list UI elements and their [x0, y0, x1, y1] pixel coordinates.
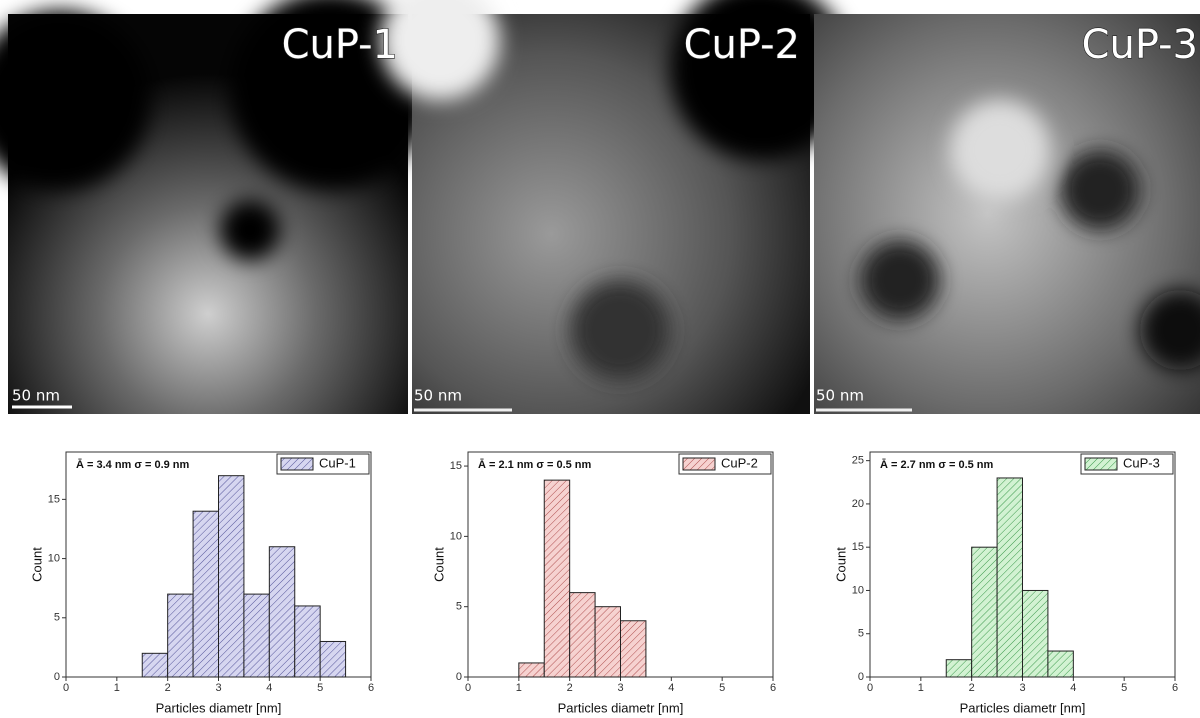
legend-swatch	[683, 458, 715, 470]
x-tick-label: 0	[465, 682, 471, 694]
y-axis-label: Count	[29, 547, 44, 582]
bar	[219, 476, 244, 677]
bar	[269, 547, 294, 677]
image-label: CuP-2	[684, 22, 800, 68]
y-tick-label: 15	[48, 493, 60, 505]
bar	[997, 478, 1022, 677]
y-tick-label: 0	[54, 671, 60, 683]
x-tick-label: 6	[770, 682, 776, 694]
image-label: CuP-3	[1082, 22, 1198, 68]
x-tick-label: 0	[63, 682, 69, 694]
y-axis-label: Count	[431, 547, 446, 582]
y-tick-label: 10	[450, 530, 462, 542]
bar	[595, 607, 620, 677]
y-tick-label: 5	[456, 601, 462, 613]
x-tick-label: 0	[867, 682, 873, 694]
x-tick-label: 6	[1172, 682, 1178, 694]
bar	[193, 511, 218, 677]
bar	[972, 547, 997, 677]
annotation: Ā = 3.4 nm σ = 0.9 nm	[76, 459, 190, 471]
x-tick-label: 3	[1019, 682, 1025, 694]
bar	[946, 660, 971, 677]
bar	[320, 641, 345, 677]
y-axis-label: Count	[833, 547, 848, 582]
x-tick-label: 4	[266, 682, 272, 694]
legend-label: CuP-3	[1123, 455, 1160, 470]
image-label: CuP-1	[282, 22, 398, 68]
x-axis-label: Particles diametr [nm]	[558, 700, 684, 715]
bar	[544, 480, 569, 677]
scale-bar-label: 50 nm	[414, 387, 462, 405]
bar	[244, 594, 269, 677]
x-tick-label: 1	[918, 682, 924, 694]
bar	[519, 663, 544, 677]
x-tick-label: 2	[165, 682, 171, 694]
y-tick-label: 10	[852, 584, 864, 596]
scale-bar-label: 50 nm	[816, 387, 864, 405]
bar	[570, 593, 595, 677]
x-tick-label: 5	[719, 682, 725, 694]
annotation: Ā = 2.7 nm σ = 0.5 nm	[880, 459, 994, 471]
scale-bar-label: 50 nm	[12, 387, 60, 405]
y-tick-label: 10	[48, 552, 60, 564]
y-tick-label: 15	[450, 460, 462, 472]
bar	[1023, 590, 1048, 677]
x-axis-label: Particles diametr [nm]	[960, 700, 1086, 715]
legend-swatch	[281, 458, 313, 470]
y-tick-label: 0	[456, 671, 462, 683]
x-tick-label: 5	[317, 682, 323, 694]
y-tick-label: 0	[858, 671, 864, 683]
legend-swatch	[1085, 458, 1117, 470]
y-tick-label: 15	[852, 541, 864, 553]
bar	[1048, 651, 1073, 677]
x-tick-label: 4	[1070, 682, 1076, 694]
y-tick-label: 25	[852, 455, 864, 467]
y-tick-label: 5	[54, 612, 60, 624]
legend-label: CuP-2	[721, 455, 758, 470]
x-tick-label: 1	[516, 682, 522, 694]
bar	[621, 621, 646, 677]
x-tick-label: 3	[617, 682, 623, 694]
bar	[168, 594, 193, 677]
x-tick-label: 5	[1121, 682, 1127, 694]
bar	[142, 653, 167, 677]
x-tick-label: 2	[567, 682, 573, 694]
figure: CuP-1 CuP-2 CuP-3 50 nm 50 nm 50 nm 0 1 2 3…	[0, 0, 1200, 718]
x-tick-label: 3	[215, 682, 221, 694]
x-tick-label: 1	[114, 682, 120, 694]
bar	[295, 606, 320, 677]
annotation: Ā = 2.1 nm σ = 0.5 nm	[478, 459, 592, 471]
y-tick-label: 20	[852, 498, 864, 510]
x-tick-label: 4	[668, 682, 674, 694]
x-axis-label: Particles diametr [nm]	[156, 700, 282, 715]
x-tick-label: 2	[969, 682, 975, 694]
x-tick-label: 6	[368, 682, 374, 694]
micrograph	[814, 14, 1200, 414]
y-tick-label: 5	[858, 628, 864, 640]
legend-label: CuP-1	[319, 455, 356, 470]
